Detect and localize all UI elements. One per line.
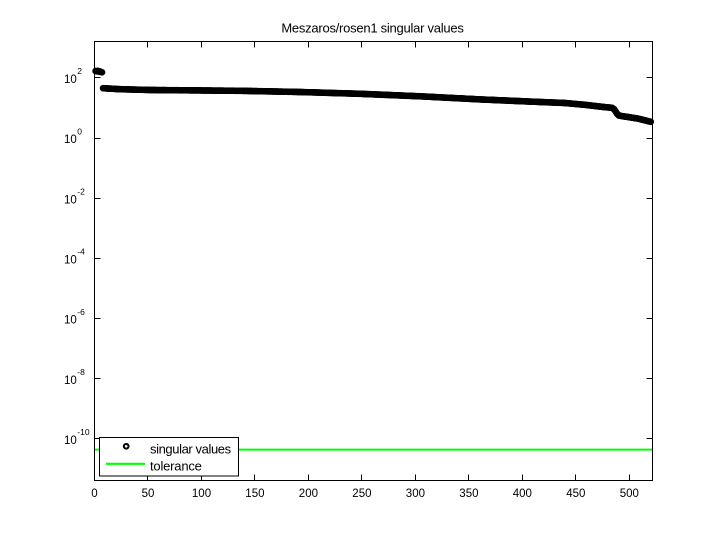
svg-text:2: 2 — [77, 66, 82, 76]
svg-text:100: 100 — [192, 488, 211, 500]
svg-text:-10: -10 — [77, 427, 90, 437]
svg-text:tolerance: tolerance — [150, 458, 202, 473]
svg-text:Meszaros/rosen1 singular value: Meszaros/rosen1 singular values — [281, 21, 464, 36]
svg-text:400: 400 — [513, 488, 532, 500]
svg-text:singular values: singular values — [150, 441, 232, 456]
svg-text:0: 0 — [77, 126, 82, 136]
svg-text:300: 300 — [406, 488, 425, 500]
svg-text:-2: -2 — [77, 187, 85, 197]
svg-text:10: 10 — [64, 375, 77, 387]
svg-text:10: 10 — [64, 255, 77, 267]
svg-text:-8: -8 — [77, 367, 85, 377]
svg-text:0: 0 — [91, 488, 97, 500]
svg-text:150: 150 — [245, 488, 264, 500]
svg-text:10: 10 — [64, 194, 77, 206]
svg-text:350: 350 — [459, 488, 478, 500]
svg-text:-6: -6 — [77, 307, 85, 317]
svg-text:250: 250 — [352, 488, 371, 500]
svg-text:200: 200 — [299, 488, 318, 500]
svg-text:450: 450 — [566, 488, 585, 500]
svg-text:10: 10 — [64, 315, 77, 327]
svg-text:10: 10 — [64, 134, 77, 146]
svg-text:50: 50 — [142, 488, 155, 500]
svg-text:-4: -4 — [77, 247, 85, 257]
svg-text:10: 10 — [64, 74, 77, 86]
svg-text:500: 500 — [620, 488, 639, 500]
svg-text:10: 10 — [64, 435, 77, 447]
